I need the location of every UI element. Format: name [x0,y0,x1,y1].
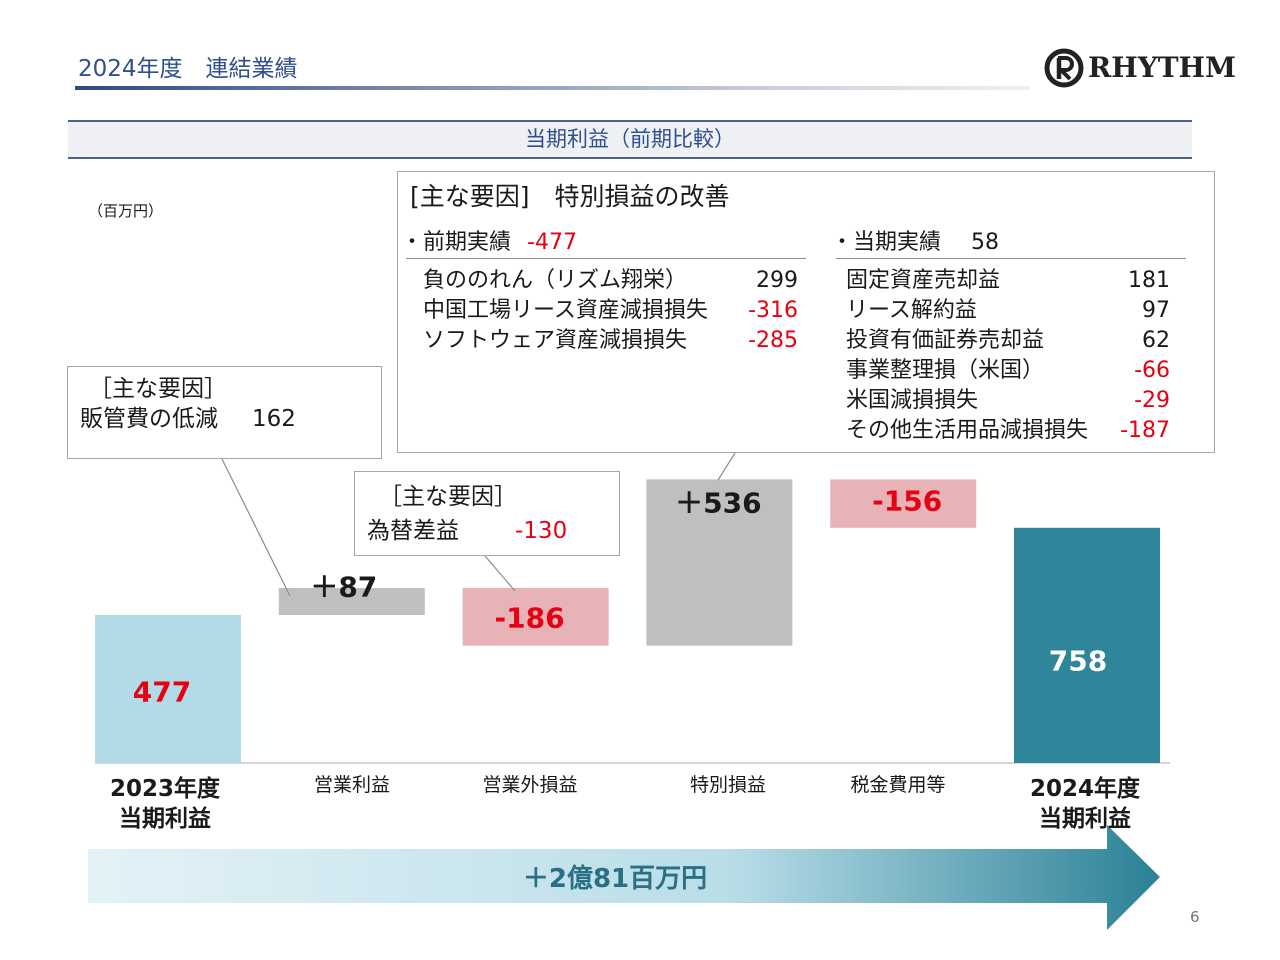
item-value: -316 [748,298,798,323]
item-value: -66 [1134,358,1170,383]
current-result-value: 58 [971,230,1000,255]
bar-label-current-year-profit: 758 [1049,645,1107,678]
list-item: 固定資産売却益 181 [846,266,1170,296]
callout-value: -130 [515,518,568,544]
bar-label-extraordinary: ＋536 [675,487,761,520]
item-name: その他生活用品減損損失 [846,418,1089,443]
page-title: 2024年度 連結業績 [78,56,298,82]
bar-label-taxes: -156 [872,485,942,518]
item-value: 62 [1142,328,1170,353]
summary-change-label: ＋2億81百万円 [523,864,707,894]
current-divider [836,258,1186,259]
callout-line: 為替差益 -130 [367,517,567,545]
item-name: ソフトウェア資産減損損失 [423,328,688,353]
item-name: 固定資産売却益 [846,268,1001,293]
callout-sga: ［主な要因］ 販管費の低減 162 [67,366,382,459]
callout-extraordinary: [主な要因] 特別損益の改善 ・前期実績 -477 ・当期実績 58 負ののれん（リ… [397,171,1215,453]
callout-connector-fx [484,555,516,592]
item-name: 投資有価証券売却益 [846,328,1045,353]
category-label-taxes: 税金費用等 [850,774,946,796]
logo-emblem-icon [1044,48,1084,88]
prior-result-label: ・前期実績 [401,230,512,255]
current-result-label: ・当期実績 [831,230,942,255]
bar-taxes [830,479,977,528]
item-value: -285 [748,328,798,353]
company-logo: RHYTHM [1088,51,1236,84]
header-rule [75,86,1030,90]
item-name: 負ののれん（リズム翔栄） [423,268,688,293]
bar-label-prior-year-profit: 477 [133,676,191,709]
prior-item-list: 負ののれん（リズム翔栄） 299 中国工場リース資産減損損失 -316 ソフトウ… [423,266,798,356]
callout-heading: ［主な要因］ [89,376,227,402]
callout-heading: ［主な要因］ [379,484,517,510]
list-item: リース解約益 97 [846,296,1170,326]
item-value: 97 [1142,298,1170,323]
category-label-2023: 2023年度 当期利益 [109,776,220,832]
bar-prior-year-profit [95,615,241,763]
item-name: リース解約益 [846,298,977,323]
callout-fx: ［主な要因］ 為替差益 -130 [354,471,620,556]
bar-label-operating-income: ＋87 [310,571,377,604]
current-item-list: 固定資産売却益 181 リース解約益 97 投資有価証券売却益 62 事業整理損… [846,266,1170,446]
bar-non-operating [462,588,609,646]
prior-result: ・前期実績 -477 [401,229,577,257]
callout-label: 販管費の低減 [80,406,218,432]
category-label-non-operating: 営業外損益 [482,774,578,796]
page-number: 6 [1190,908,1200,926]
callout-heading: [主な要因] 特別損益の改善 [410,182,730,211]
category-label-extraordinary: 特別損益 [689,774,766,796]
item-name: 事業整理損（米国） [846,358,1045,383]
bar-group: 477 ＋87 -186 ＋536 -156 758 [95,479,1160,763]
category-label-operating: 営業利益 [313,774,390,796]
summary-arrow [88,825,1160,930]
list-item: 事業整理損（米国） -66 [846,356,1170,386]
bar-label-non-operating: -186 [495,602,565,635]
prior-result-value: -477 [527,230,577,255]
item-value: 181 [1128,268,1170,293]
callout-line: 販管費の低減 162 [80,405,296,433]
bar-operating-income [278,588,425,615]
list-item: 負ののれん（リズム翔栄） 299 [423,266,798,296]
item-value: -29 [1134,388,1170,413]
callout-connector-extraordinary [717,452,736,481]
item-name: 中国工場リース資産減損損失 [423,298,708,323]
item-name: 米国減損損失 [846,388,979,413]
item-value: 299 [756,268,798,293]
list-item: 中国工場リース資産減損損失 -316 [423,296,798,326]
current-result: ・当期実績 58 [831,229,999,257]
section-title-band: 当期利益（前期比較） [68,120,1192,159]
bar-current-year-profit [1014,527,1160,763]
item-value: -187 [1120,418,1170,443]
section-title: 当期利益（前期比較） [525,127,735,151]
prior-divider [406,258,806,259]
bar-extraordinary [646,479,793,646]
list-item: その他生活用品減損損失 -187 [846,416,1170,446]
callout-value: 162 [252,406,296,432]
callout-label: 為替差益 [367,518,459,544]
list-item: 投資有価証券売却益 62 [846,326,1170,356]
list-item: ソフトウェア資産減損損失 -285 [423,326,798,356]
category-label-2024: 2024年度 当期利益 [1029,776,1140,832]
list-item: 米国減損損失 -29 [846,386,1170,416]
callout-connector-sga [221,458,291,597]
unit-label: （百万円） [88,202,164,220]
